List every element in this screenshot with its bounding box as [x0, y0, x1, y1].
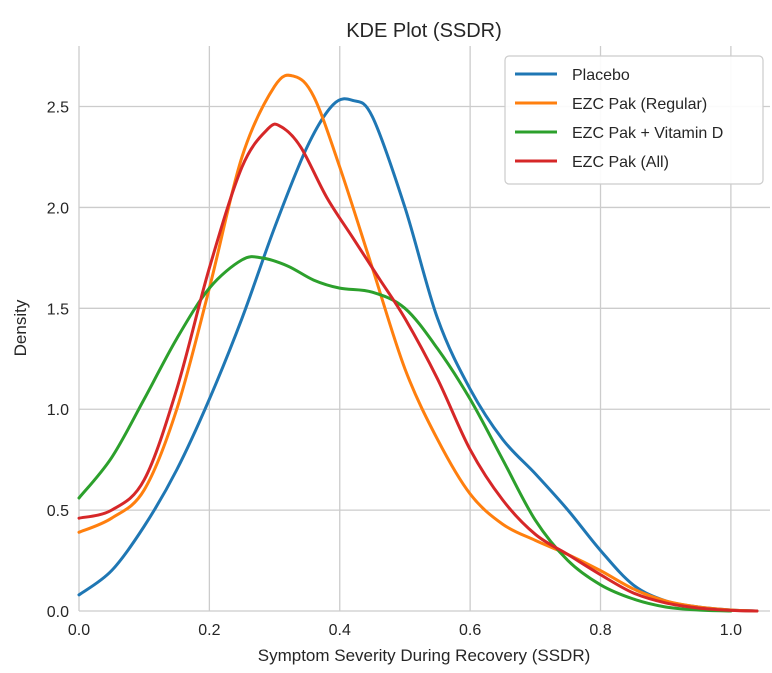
y-tick-labels: 0.0 0.5 1.0 1.5 2.0 2.5 [47, 100, 69, 621]
legend-label-ezc-vitamin-d: EZC Pak + Vitamin D [572, 125, 723, 142]
x-tick-label: 0.6 [459, 622, 481, 639]
series-group [77, 73, 759, 613]
y-tick-label: 0.5 [47, 503, 69, 520]
x-tick-label: 0.4 [329, 622, 351, 639]
legend-label-placebo: Placebo [572, 67, 630, 84]
series-line-placebo [77, 97, 759, 613]
legend-label-ezc-regular: EZC Pak (Regular) [572, 96, 707, 113]
y-tick-label: 0.0 [47, 604, 69, 621]
series-line-ezc-all [77, 122, 759, 613]
series-line-ezc-vitamin-d [77, 255, 733, 613]
legend: Placebo EZC Pak (Regular) EZC Pak + Vita… [504, 55, 764, 185]
series-line-ezc-regular [77, 73, 759, 613]
y-tick-label: 1.5 [47, 301, 69, 318]
x-axis-title: Symptom Severity During Recovery (SSDR) [258, 646, 591, 665]
legend-box [504, 55, 764, 185]
y-tick-label: 1.0 [47, 402, 69, 419]
legend-label-ezc-all: EZC Pak (All) [572, 154, 669, 171]
x-tick-label: 0.2 [198, 622, 220, 639]
x-tick-label: 1.0 [720, 622, 742, 639]
x-tick-labels: 0.0 0.2 0.4 0.6 0.8 1.0 [68, 622, 742, 639]
y-tick-label: 2.5 [47, 100, 69, 117]
x-tick-label: 0.8 [589, 622, 611, 639]
y-axis-title: Density [11, 299, 30, 356]
chart-title: KDE Plot (SSDR) [346, 20, 502, 42]
grid [78, 46, 770, 612]
y-tick-label: 2.0 [47, 200, 69, 217]
x-tick-label: 0.0 [68, 622, 90, 639]
